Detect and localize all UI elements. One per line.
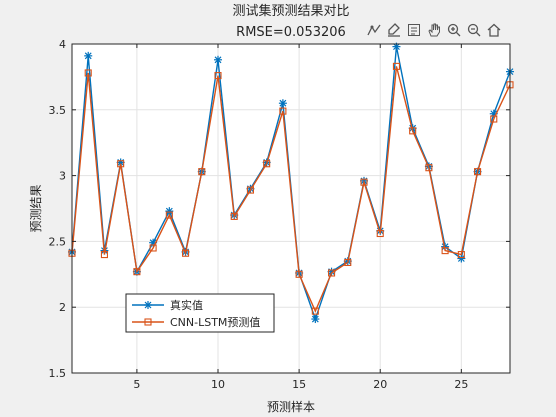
tick-labels: 5 10 15 20 25 1.5 2 2.5 3 3.5 4 — [49, 38, 469, 391]
axes-frame — [71, 43, 511, 374]
data-point-asterisk — [84, 51, 93, 60]
legend-label: CNN-LSTM预测值 — [170, 316, 260, 329]
data-point-square — [474, 168, 482, 176]
data-point-square — [100, 251, 108, 259]
zoom-in-icon[interactable] — [445, 21, 463, 39]
data-point-square — [360, 178, 368, 186]
data-point-square — [230, 212, 238, 220]
series-line-2 — [71, 66, 511, 313]
data-point-asterisk — [214, 55, 222, 64]
data-point-square — [344, 258, 352, 267]
y-tick-label: 3.5 — [49, 104, 67, 117]
data-point-asterisk — [457, 254, 466, 263]
axes-box — [71, 43, 511, 374]
home-icon[interactable] — [485, 21, 503, 39]
data-point-square — [279, 107, 287, 115]
x-tick-label: 5 — [133, 378, 140, 391]
figure-toolbar — [365, 20, 503, 40]
x-axis-label: 预测样本 — [267, 399, 315, 414]
x-tick-label: 10 — [211, 378, 225, 391]
data-point-asterisk — [144, 301, 152, 309]
legend-box — [125, 293, 275, 333]
data-point-square — [263, 160, 271, 168]
x-tick-label: 15 — [292, 378, 306, 391]
y-axis-label: 预测结果 — [29, 184, 43, 232]
legend: 真实值 CNN-LSTM预测值 — [125, 293, 275, 333]
y-tick-label: 3 — [59, 170, 66, 183]
data-point-square — [198, 168, 206, 176]
data-point-square — [392, 62, 400, 70]
y-tick-label: 1.5 — [49, 367, 67, 380]
y-tick-label: 2.5 — [49, 235, 67, 248]
data-point-square — [246, 186, 254, 194]
legend-export-icon[interactable] — [405, 21, 423, 39]
data-point-square — [214, 72, 222, 80]
data-point-square — [457, 251, 465, 259]
data-point-square — [311, 307, 319, 315]
data-tips-icon[interactable] — [365, 21, 383, 39]
data-point-square — [144, 318, 152, 326]
pan-icon[interactable] — [425, 21, 443, 39]
legend-label: 真实值 — [170, 298, 203, 312]
brush-icon[interactable] — [385, 21, 403, 39]
zoom-out-icon[interactable] — [465, 21, 483, 39]
data-point-square — [165, 211, 173, 219]
x-tick-label: 25 — [454, 378, 468, 391]
x-tick-label: 20 — [373, 378, 387, 391]
chart-subtitle: RMSE=0.053206 — [236, 25, 346, 40]
data-point-square — [409, 127, 417, 135]
data-point-square — [149, 244, 157, 252]
data-point-square — [376, 229, 384, 238]
data-point-square — [117, 160, 125, 168]
y-tick-label: 2 — [59, 301, 66, 314]
data-point-asterisk — [311, 315, 320, 324]
y-tick-label: 4 — [59, 38, 66, 51]
data-point-asterisk — [278, 99, 287, 108]
data-point-square — [133, 268, 141, 276]
data-point-square — [490, 115, 498, 123]
data-point-square — [295, 270, 303, 278]
chart-title: 测试集预测结果对比 — [232, 3, 349, 19]
data-point-square — [328, 269, 336, 277]
data-point-square — [425, 164, 433, 172]
data-point-square — [441, 247, 449, 255]
data-point-square — [182, 249, 190, 257]
data-point-square — [84, 69, 92, 77]
